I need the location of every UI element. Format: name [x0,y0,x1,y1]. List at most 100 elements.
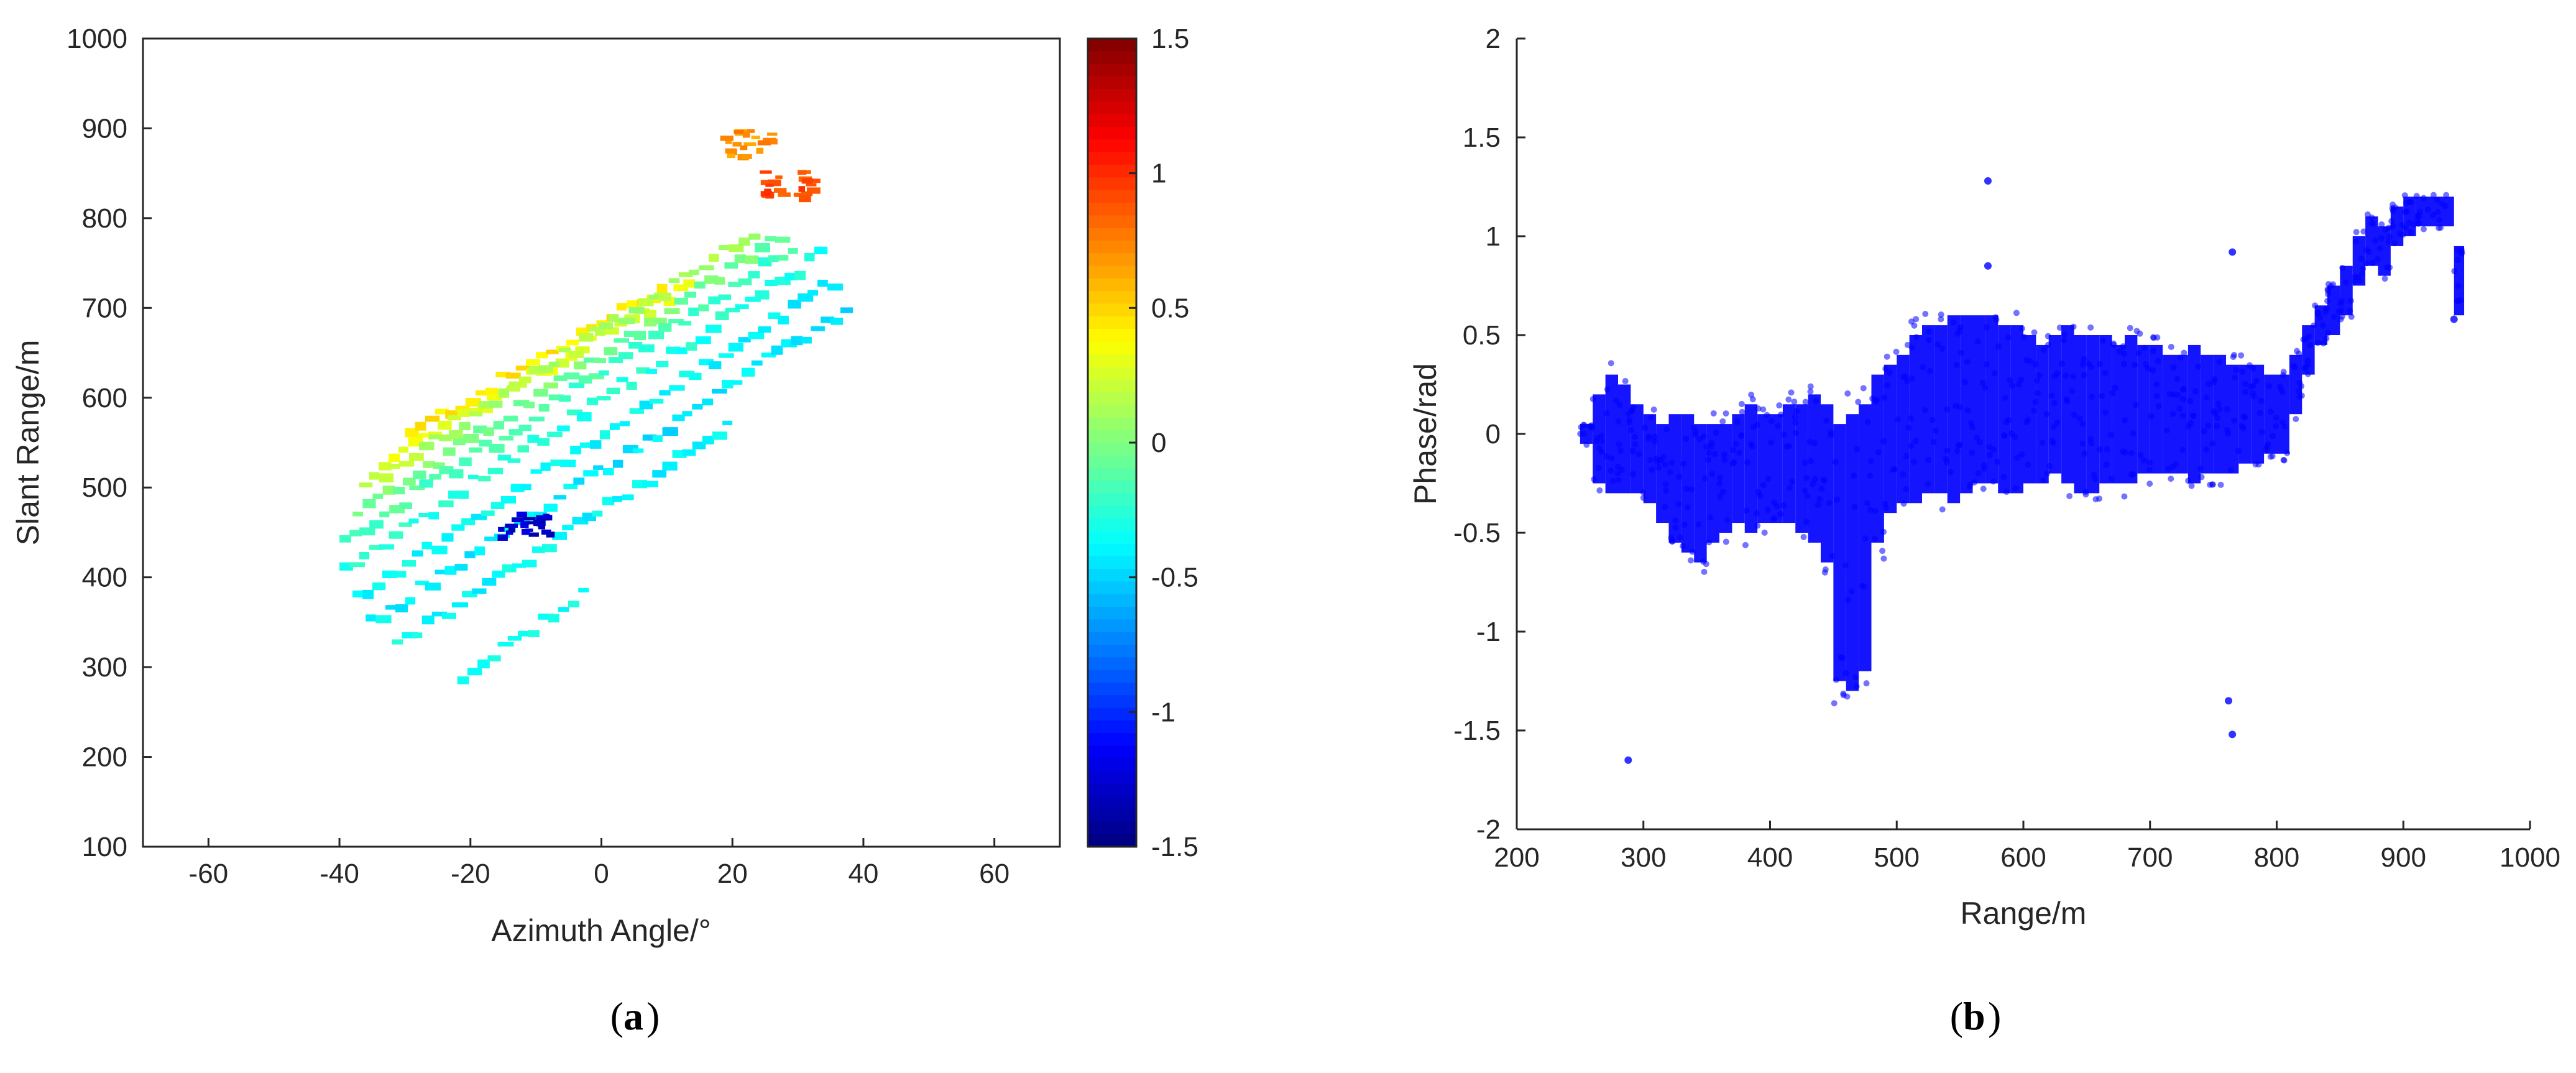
panel-b-point [1957,324,1964,331]
panel-b-point [2323,335,2330,342]
panel-a-cell [720,136,734,141]
panel-b-point [1818,485,1825,492]
panel-a-cell [435,408,449,415]
panel-b-point [1616,441,1622,448]
panel-a-cell [550,459,566,466]
panel-a-cell [748,271,760,279]
panel-a-cell [415,421,426,431]
panel-b-point-cluster [1680,414,1697,564]
panel-a-cell [672,414,685,421]
panel-b-outlier-point [2225,697,2233,705]
panel-a-cell [525,359,540,366]
panel-a-cell [462,591,477,597]
panel-b-point-cluster [2034,333,2051,484]
panel-a-cell [459,457,472,466]
panel-b-point [1948,469,1954,476]
panel-a-cell [369,472,379,480]
panel-a-cell [471,513,487,520]
panel-b-point [2429,212,2436,219]
panel-a-cell [409,486,425,490]
panel-a-cell [744,255,759,264]
panel-b-point-cluster [1589,394,1606,494]
panel-a-cell [536,515,546,521]
panel-a-cell [531,546,545,553]
panel-a-cell [463,433,479,443]
panel-a-cell [821,316,835,323]
panel-b-point [1862,535,1869,542]
panel-b-point [1938,311,1944,318]
panel-a-y-tick-label: 200 [82,742,127,773]
panel-b-point [1739,408,1746,415]
panel-a-cell [482,578,497,586]
panel-b-point-cluster [2148,334,2163,474]
panel-a-cell [481,510,495,516]
panel-b-point [1991,370,1998,377]
panel-b-point [2368,219,2375,226]
panel-b-point [2215,400,2222,407]
panel-b-point [2224,406,2230,413]
panel-b-point [2320,340,2327,347]
panel-a-cell [756,147,764,154]
panel-b-point [2206,380,2212,387]
panel-b-point-cluster [2058,323,2077,499]
panel-b-outlier-point [1984,262,1992,270]
panel-a-colorbar-swatch [1088,63,1136,77]
panel-b-point [1781,431,1788,438]
panel-a-cell [801,178,813,184]
panel-b-point-cluster [2071,335,2089,498]
panel-b-point [1596,487,1603,494]
panel-a-cell [558,395,571,402]
panel-b-point [2319,322,2326,329]
panel-a-cell [469,447,482,453]
panel-a-cell [508,527,515,533]
panel-b-point-band [2276,374,2289,454]
panel-b-point [2061,331,2068,338]
panel-a-cell [623,331,637,337]
panel-b-point [2087,436,2094,443]
panel-b-point [1902,374,1909,380]
panel-a-cell [511,517,525,523]
panel-b-point [1770,516,1777,523]
panel-b-point [2086,361,2092,367]
panel-a-cell [652,470,667,478]
panel-b-point [1629,407,1635,413]
panel-b-point [2168,476,2174,482]
panel-b-point [2231,417,2238,424]
panel-a-cell [748,331,765,339]
panel-b-point [2046,463,2053,469]
panel-b-point [2250,382,2257,389]
panel-a-cell [768,255,779,262]
panel-a-colorbar-swatch [1088,834,1136,847]
panel-a-cell [362,589,374,599]
panel-a-cell [725,148,737,154]
panel-a-cell [558,607,569,612]
panel-a-cell [622,494,634,500]
panel-b-point [1974,435,1980,441]
panel-a-cell [379,473,394,482]
panel-a-colorbar-swatch [1088,76,1136,90]
panel-a-cell [533,520,546,527]
panel-a-cell [419,479,433,488]
panel-b-point-cluster [1615,378,1633,494]
panel-a-cell [598,370,609,375]
panel-a-cell [443,447,456,456]
panel-a-cell [412,550,423,557]
panel-b-point [1706,539,1713,546]
panel-a-cell [538,403,550,412]
panel-a-cell [788,300,801,309]
panel-a-cell [616,377,628,382]
panel-b-point [2406,198,2413,205]
panel-a-cell [742,131,750,138]
panel-a-range-band [366,307,853,624]
panel-b-point [2451,268,2458,275]
panel-b-point [2224,426,2230,433]
panel-a-cell [477,476,491,482]
panel-b-point-cluster [2210,354,2226,488]
panel-b-point [2066,492,2073,499]
panel-b-point [2154,334,2161,341]
panel-b-point [1785,396,1792,403]
panel-b-point-band [1871,374,1884,543]
panel-a-y-tick-label: 600 [82,383,127,413]
panel-a-cell [408,518,419,524]
panel-b-point [2087,324,2094,331]
